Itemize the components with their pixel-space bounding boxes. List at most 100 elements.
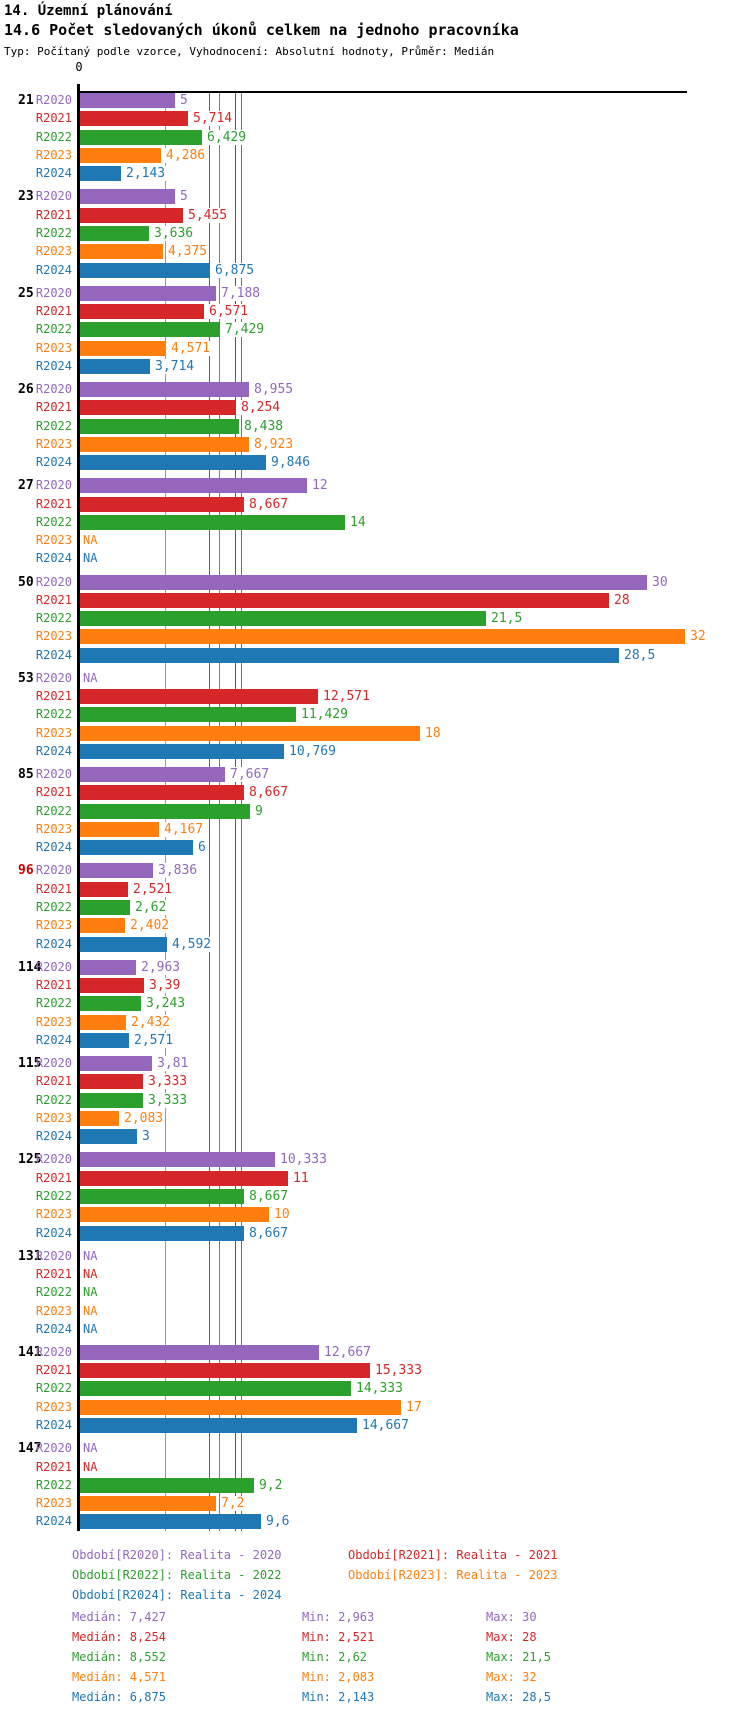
bar-value-label: 4,375 [167,244,209,259]
bar-value-label: 8,955 [253,382,295,397]
bar-r2023-group-25 [80,341,166,356]
bar-value-label: 14,333 [355,1381,404,1396]
bar-r2020-group-26 [80,382,249,397]
bar-r2022-group-26 [80,419,239,434]
bar-value-label: 5,455 [187,208,229,223]
bar-value-label: 30 [651,575,669,590]
series-label-r2020: R2020 [35,478,72,492]
bar-value-label: 8,254 [240,400,282,415]
series-label-r2022: R2022 [35,900,72,914]
bar-r2024-group-125 [80,1226,244,1241]
bar-r2022-group-96 [80,900,130,915]
legend-item-r2022: Období[R2022]: Realita - 2022 [72,1568,282,1582]
series-label-r2021: R2021 [35,1171,72,1185]
bar-value-label: 4,167 [163,822,205,837]
legend-item-r2023: Období[R2023]: Realita - 2023 [348,1568,558,1582]
series-label-r2021: R2021 [35,978,72,992]
bar-r2023-group-53 [80,726,420,741]
bar-r2023-group-115 [80,1111,119,1126]
series-label-r2023: R2023 [35,1400,72,1414]
stat-min: Min: 2,143 [302,1690,375,1704]
series-label-r2022: R2022 [35,611,72,625]
series-label-r2022: R2022 [35,804,72,818]
group-label-131: 131 [18,1249,42,1264]
x-axis-line [77,91,687,93]
series-label-r2020: R2020 [35,382,72,396]
bar-value-label: 4,592 [171,937,213,952]
bar-r2021-group-26 [80,400,236,415]
bar-value-label: 3,333 [147,1093,189,1108]
stat-min: Min: 2,62 [302,1650,368,1664]
stat-median: Medián: 8,254 [72,1630,166,1644]
bar-value-label: 32 [689,629,707,644]
series-label-r2022: R2022 [35,322,72,336]
legend-item-r2020: Období[R2020]: Realita - 2020 [72,1548,282,1562]
series-label-r2020: R2020 [35,1345,72,1359]
series-label-r2023: R2023 [35,1015,72,1029]
bar-r2022-group-50 [80,611,486,626]
bar-value-label: 6 [197,840,207,855]
group-label-114: 114 [18,960,42,975]
bar-r2020-group-85 [80,767,225,782]
series-label-r2021: R2021 [35,593,72,607]
bar-value-label: 28,5 [623,648,657,663]
series-label-r2023: R2023 [35,1496,72,1510]
bar-r2021-group-23 [80,208,183,223]
stat-min: Min: 2,083 [302,1670,375,1684]
na-value-label: NA [83,1285,98,1299]
series-label-r2021: R2021 [35,1074,72,1088]
series-label-r2024: R2024 [35,1418,72,1432]
bar-r2023-group-26 [80,437,249,452]
stat-max: Max: 21,5 [486,1650,552,1664]
bar-value-label: 11 [292,1171,310,1186]
bar-r2023-group-114 [80,1015,126,1030]
series-label-r2022: R2022 [35,419,72,433]
bar-value-label: 4,571 [170,341,212,356]
bar-r2021-group-53 [80,689,318,704]
series-label-r2024: R2024 [35,937,72,951]
bar-value-label: 9,2 [258,1478,284,1493]
series-label-r2022: R2022 [35,130,72,144]
group-label-21: 21 [18,93,34,108]
series-label-r2022: R2022 [35,707,72,721]
bar-r2023-group-125 [80,1207,269,1222]
bar-value-label: 8,438 [243,419,285,434]
bar-r2024-group-114 [80,1033,129,1048]
bar-r2021-group-114 [80,978,144,993]
chart-metadata: Typ: Počítaný podle vzorce, Vyhodnocení:… [4,45,495,58]
bar-value-label: 2,62 [134,900,168,915]
bar-r2024-group-147 [80,1514,261,1529]
bar-value-label: 2,963 [140,960,182,975]
bar-r2024-group-96 [80,937,167,952]
series-label-r2022: R2022 [35,1381,72,1395]
bar-value-label: 5 [179,93,189,108]
series-label-r2023: R2023 [35,148,72,162]
group-label-85: 85 [18,767,34,782]
legend-item-r2021: Období[R2021]: Realita - 2021 [348,1548,558,1562]
bar-value-label: 14,667 [361,1418,410,1433]
bar-value-label: 8,923 [253,437,295,452]
bar-r2022-group-141 [80,1381,351,1396]
bar-r2020-group-114 [80,960,136,975]
stat-median: Medián: 7,427 [72,1610,166,1624]
series-label-r2022: R2022 [35,515,72,529]
bar-value-label: 15,333 [374,1363,423,1378]
bar-r2022-group-85 [80,804,250,819]
stat-median: Medián: 8,552 [72,1650,166,1664]
series-label-r2021: R2021 [35,304,72,318]
chart-title: 14.6 Počet sledovaných úkonů celkem na j… [4,21,519,39]
bar-value-label: 2,432 [130,1015,172,1030]
bar-value-label: 6,429 [206,130,248,145]
na-value-label: NA [83,1304,98,1318]
series-label-r2022: R2022 [35,1285,72,1299]
series-label-r2024: R2024 [35,1322,72,1336]
series-label-r2021: R2021 [35,400,72,414]
bar-value-label: 3,333 [147,1074,189,1089]
series-label-r2021: R2021 [35,1460,72,1474]
group-label-27: 27 [18,478,34,493]
bar-value-label: 3,81 [156,1056,190,1071]
series-label-r2020: R2020 [35,1249,72,1263]
series-label-r2024: R2024 [35,1226,72,1240]
bar-r2023-group-141 [80,1400,401,1415]
